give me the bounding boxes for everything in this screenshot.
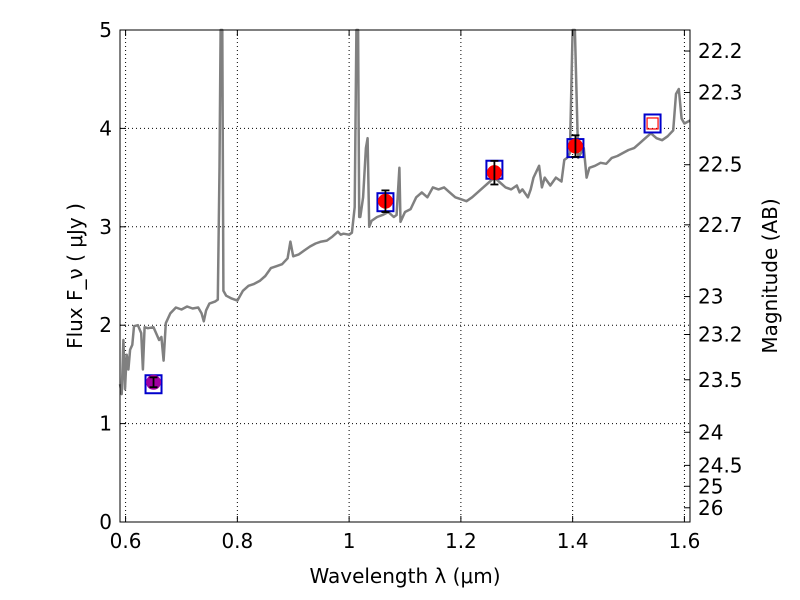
empty-marker (646, 117, 659, 130)
y-tick-label: 4 (99, 116, 112, 140)
magnitude-tick-label: 22.7 (698, 213, 743, 237)
magnitude-tick-label: 23 (698, 285, 723, 309)
y-axis-label: Flux F_ν ( μJy ) (63, 203, 87, 349)
magnitude-tick-label: 22.2 (698, 39, 743, 63)
x-tick-label: 0.8 (221, 529, 253, 553)
magnitude-tick-label: 25 (698, 474, 723, 498)
grid-layer (120, 29, 690, 523)
y-tick-label: 3 (99, 215, 112, 239)
x-tick-label: 1.4 (557, 529, 589, 553)
y-axis-right-label: Magnitude (AB) (758, 198, 782, 353)
series-layer (118, 28, 691, 396)
spectrum-line (118, 28, 691, 396)
y-tick-label: 5 (99, 18, 112, 42)
magnitude-tick-label: 26 (698, 496, 723, 520)
y-tick-label: 2 (99, 313, 112, 337)
plot-frame (119, 29, 691, 523)
x-tick-label: 0.6 (110, 529, 142, 553)
magnitude-tick-label: 24 (698, 420, 723, 444)
x-axis-label: Wavelength λ (μm) (309, 564, 500, 588)
magnitude-tick-label: 23.2 (698, 323, 743, 347)
magnitude-tick-label: 23.5 (698, 368, 743, 392)
axis-layer: 0.6 0.8 1 1.2 1.4 1.601234522.222.322.522.723… (99, 18, 742, 553)
model-photometry-square (643, 113, 662, 134)
y-tick-label: 0 (99, 510, 112, 534)
marker-layer (144, 113, 662, 395)
x-tick-label: 1.6 (669, 529, 701, 553)
x-tick-label: 1.2 (445, 529, 477, 553)
magnitude-tick-label: 22.3 (698, 80, 743, 104)
x-tick-label: 1 (343, 529, 356, 553)
y-tick-label: 1 (99, 412, 112, 436)
magnitude-tick-label: 24.5 (698, 453, 743, 477)
magnitude-tick-label: 22.5 (698, 153, 743, 177)
